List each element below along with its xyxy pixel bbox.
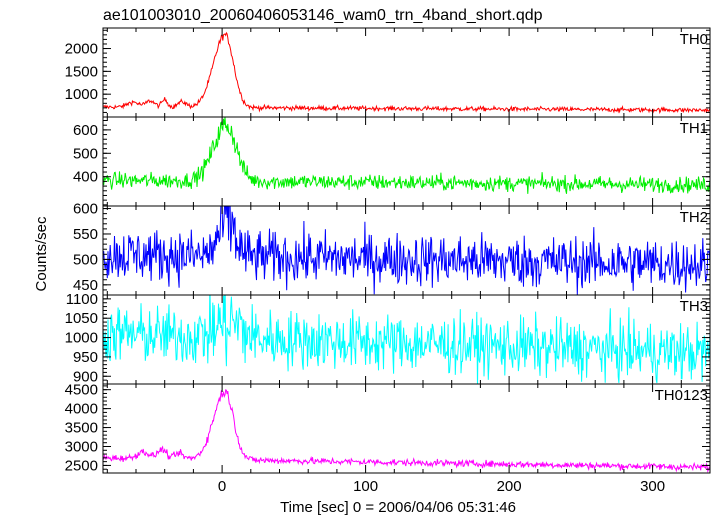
y-tick-label: 1100 bbox=[66, 291, 98, 308]
y-tick-label: 500 bbox=[73, 145, 98, 162]
y-tick-label: 400 bbox=[73, 169, 98, 186]
y-tick-label: 2000 bbox=[65, 41, 98, 58]
panel-label-th3: TH3 bbox=[680, 298, 708, 315]
x-tick-label: 300 bbox=[640, 478, 665, 495]
y-tick-label: 950 bbox=[73, 349, 98, 366]
y-tick-label: 1000 bbox=[65, 86, 98, 103]
panel-label-th1: TH1 bbox=[680, 120, 708, 137]
x-tick-label: 100 bbox=[353, 478, 378, 495]
panel-label-th2: TH2 bbox=[680, 209, 708, 226]
y-tick-label: 1050 bbox=[65, 310, 98, 327]
x-tick-label: 0 bbox=[218, 478, 226, 495]
panel-frame bbox=[102, 116, 711, 207]
series-line-th1 bbox=[103, 117, 710, 194]
y-tick-label: 900 bbox=[73, 368, 98, 385]
panel-th2: 450 500 550 600 TH2 bbox=[73, 201, 711, 296]
panel-label-th0123: TH0123 bbox=[655, 387, 708, 404]
panel-label-th0: TH0 bbox=[680, 31, 708, 48]
y-tick-label: 500 bbox=[73, 251, 98, 268]
x-tick-label: 200 bbox=[497, 478, 522, 495]
y-axis-label: Counts/sec bbox=[33, 216, 50, 292]
y-tick-label: 1000 bbox=[65, 330, 98, 347]
x-axis-label: Time [sec] 0 = 2006/04/06 05:31:46 bbox=[280, 499, 516, 516]
y-tick-label: 600 bbox=[73, 122, 98, 139]
series-line-th2 bbox=[103, 206, 710, 295]
panel-th3: 900 950 1000 1050 1100 TH3 bbox=[65, 291, 711, 385]
series-line-th0123 bbox=[103, 389, 710, 473]
y-tick-label: 3500 bbox=[65, 420, 98, 437]
y-tick-label: 3000 bbox=[65, 438, 98, 455]
y-tick-label: 1500 bbox=[65, 63, 98, 80]
panel-th1: 400 500 600 TH1 bbox=[73, 116, 711, 207]
panel-frame bbox=[102, 383, 711, 474]
panel-th0: 1000 1500 2000 TH0 bbox=[65, 27, 711, 118]
y-tick-label: 4500 bbox=[65, 382, 98, 399]
series-line-th3 bbox=[103, 295, 710, 384]
chart-title: ae101003010_20060406053146_wam0_trn_4ban… bbox=[103, 7, 543, 24]
y-tick-label: 600 bbox=[73, 201, 98, 218]
y-tick-label: 4000 bbox=[65, 401, 98, 418]
y-tick-label: 2500 bbox=[65, 457, 98, 474]
y-tick-label: 550 bbox=[73, 226, 98, 243]
series-line-th0 bbox=[103, 31, 710, 114]
y-tick-label: 450 bbox=[73, 277, 98, 294]
